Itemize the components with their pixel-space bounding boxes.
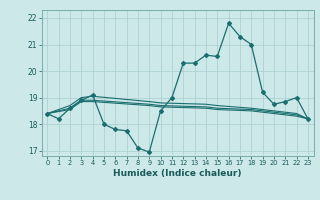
X-axis label: Humidex (Indice chaleur): Humidex (Indice chaleur) [113, 169, 242, 178]
